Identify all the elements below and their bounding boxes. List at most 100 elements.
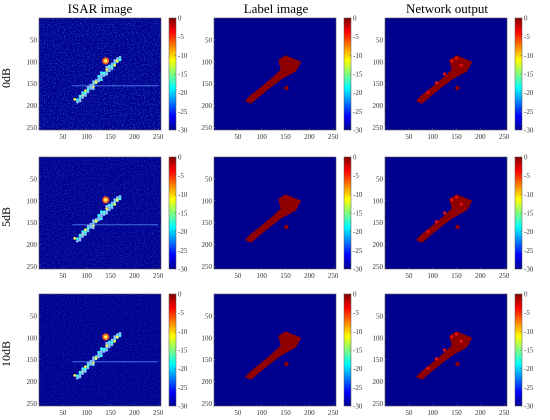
target-mask bbox=[416, 55, 473, 104]
x-tick-label: 100 bbox=[81, 272, 92, 280]
x-tick-label: 50 bbox=[405, 409, 413, 417]
colorbar-tick-label: -25 bbox=[353, 384, 363, 392]
axes-frame bbox=[384, 156, 508, 270]
colorbar-tick-label: -15 bbox=[178, 71, 188, 79]
y-tick-label: 150 bbox=[27, 80, 38, 88]
colorbar-tick-label: -10 bbox=[524, 328, 534, 336]
scatterer bbox=[94, 219, 98, 223]
x-tick-label: 200 bbox=[129, 409, 140, 417]
x-tick-label: 200 bbox=[304, 409, 315, 417]
scatterer bbox=[115, 57, 119, 60]
x-tick-label: 200 bbox=[129, 133, 140, 141]
x-tick-label: 250 bbox=[153, 409, 164, 417]
axes-frame bbox=[384, 293, 508, 407]
y-tick-label: 200 bbox=[373, 102, 384, 110]
scatterer bbox=[91, 226, 95, 230]
image-background bbox=[214, 157, 336, 269]
colorbar-tick-label: -15 bbox=[178, 347, 188, 355]
y-tick-label: 250 bbox=[202, 124, 213, 132]
y-tick-label: 100 bbox=[27, 334, 38, 342]
scatterer bbox=[99, 347, 103, 351]
row-label-10dB: 10dB bbox=[0, 341, 13, 367]
x-tick-label: 150 bbox=[451, 409, 462, 417]
target-mask-fragment bbox=[284, 85, 289, 91]
scatterer bbox=[110, 62, 114, 66]
colorbar-tick-label: -10 bbox=[178, 191, 188, 199]
scatterer bbox=[105, 341, 109, 345]
target-mask-fragment bbox=[455, 224, 460, 230]
y-tick-label: 150 bbox=[27, 219, 38, 227]
scatterer bbox=[75, 98, 79, 102]
scatterer bbox=[75, 239, 79, 243]
colorbar-tick-label: 0 bbox=[353, 15, 357, 23]
x-tick-label: 100 bbox=[81, 409, 92, 417]
y-tick-label: 50 bbox=[376, 175, 384, 183]
scatterer bbox=[118, 194, 122, 198]
scatterer bbox=[102, 71, 106, 75]
y-tick-label: 200 bbox=[373, 241, 384, 249]
x-tick-label: 50 bbox=[234, 133, 242, 141]
x-tick-label: 250 bbox=[499, 272, 510, 280]
colorbar-tick-label: -20 bbox=[524, 365, 534, 373]
panel-label-0dB: 50 100 150 200 250 50 100 150 200 250 0 -5 -10 -15 -20… bbox=[202, 15, 363, 142]
y-tick-label: 50 bbox=[205, 36, 213, 44]
scatterer bbox=[105, 344, 109, 347]
colorbar-tick-label: -25 bbox=[524, 384, 534, 392]
highlight bbox=[450, 198, 454, 202]
colorbar-tick-label: 0 bbox=[178, 291, 182, 299]
x-tick-label: 100 bbox=[427, 272, 438, 280]
image-background bbox=[214, 294, 336, 406]
target-mask-fragment bbox=[284, 224, 289, 230]
scatterer bbox=[83, 233, 87, 236]
scatterer bbox=[81, 372, 85, 375]
y-tick-label: 100 bbox=[202, 58, 213, 66]
noise-speckle bbox=[39, 294, 161, 406]
y-tick-label: 250 bbox=[27, 124, 38, 132]
y-tick-label: 100 bbox=[202, 334, 213, 342]
axes-frame bbox=[38, 293, 162, 407]
colorbar-tick-label: -25 bbox=[178, 384, 188, 392]
scatterer bbox=[83, 94, 87, 97]
scatterer bbox=[99, 349, 103, 353]
x-tick-label: 50 bbox=[234, 409, 242, 417]
colorbar-tick-label: -30 bbox=[353, 266, 363, 274]
scatterer bbox=[115, 335, 119, 339]
scatterer bbox=[102, 347, 106, 351]
colorbar-tick-label: -20 bbox=[353, 89, 363, 97]
y-tick-label: 100 bbox=[27, 58, 38, 66]
colorbar-tick-label: -25 bbox=[178, 247, 188, 255]
scatterer bbox=[99, 214, 103, 218]
x-tick-label: 150 bbox=[451, 133, 462, 141]
scatterer bbox=[99, 217, 103, 221]
y-tick-label: 100 bbox=[202, 197, 213, 205]
scatterer bbox=[118, 334, 122, 338]
x-tick-label: 150 bbox=[105, 133, 116, 141]
y-tick-label: 150 bbox=[373, 80, 384, 88]
x-tick-label: 50 bbox=[59, 409, 67, 417]
scatterer bbox=[118, 197, 122, 201]
scatterer bbox=[97, 213, 101, 217]
hotspot-core bbox=[104, 335, 108, 339]
colorbar-tick-label: -30 bbox=[353, 127, 363, 135]
highlight bbox=[459, 63, 463, 67]
scatterer bbox=[94, 356, 98, 360]
x-tick-label: 50 bbox=[234, 272, 242, 280]
scatterer bbox=[99, 78, 103, 82]
x-tick-label: 200 bbox=[475, 409, 486, 417]
colorbar-tick-label: -25 bbox=[353, 247, 363, 255]
column-titles: ISAR image Label image Network output bbox=[68, 1, 489, 16]
scatterer bbox=[118, 55, 122, 59]
x-tick-label: 100 bbox=[427, 133, 438, 141]
scatterer bbox=[105, 72, 109, 76]
scatterer bbox=[75, 376, 79, 380]
axes-frame bbox=[213, 293, 337, 407]
x-tick-label: 200 bbox=[129, 272, 140, 280]
colorbar-tick-label: -10 bbox=[178, 328, 188, 336]
colorbar-tick-label: -20 bbox=[524, 89, 534, 97]
scatterer bbox=[110, 204, 114, 207]
colorbar-tick-label: 0 bbox=[353, 154, 357, 162]
colorbar-tick-label: -5 bbox=[178, 33, 184, 41]
colorbar-tick-label: -20 bbox=[524, 228, 534, 236]
scatterer bbox=[89, 222, 93, 226]
